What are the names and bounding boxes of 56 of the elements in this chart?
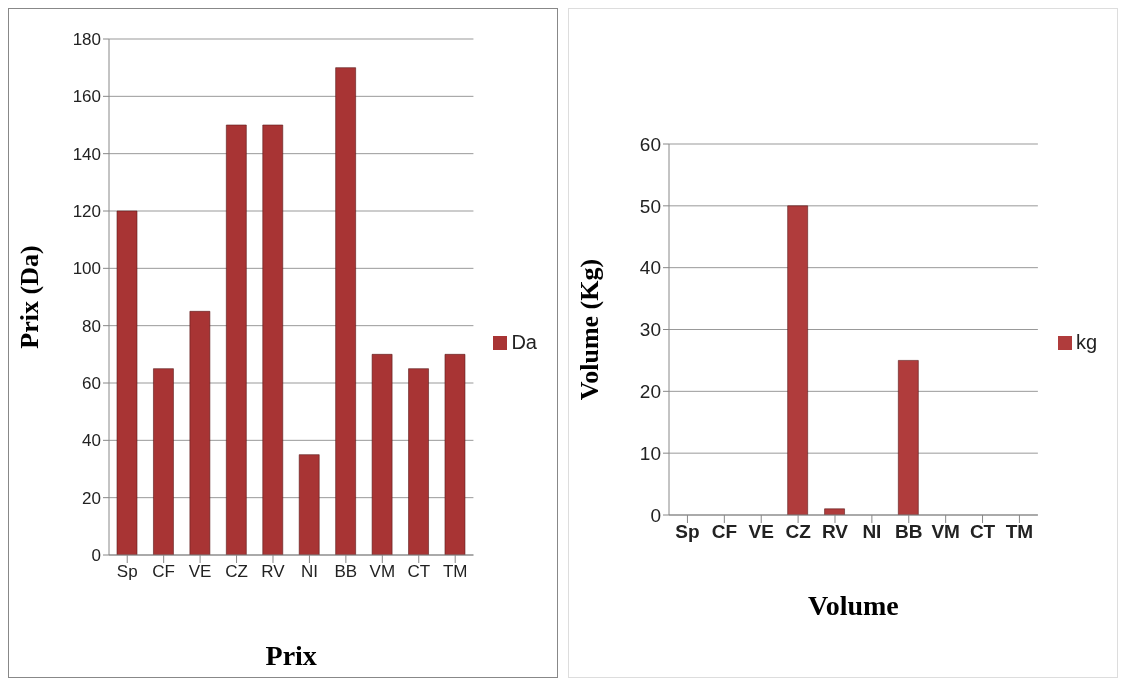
x-tick-label: RV bbox=[261, 562, 286, 582]
y-tick-label: 120 bbox=[72, 202, 101, 222]
y-tick-label: 30 bbox=[639, 319, 661, 341]
x-tick-label: CT bbox=[407, 562, 431, 582]
y-axis-title: Volume (Kg) bbox=[575, 258, 605, 401]
y-tick-label: 80 bbox=[82, 316, 101, 336]
y-tick-label: 20 bbox=[639, 381, 661, 403]
y-tick-label: 40 bbox=[639, 257, 661, 279]
bar bbox=[262, 124, 284, 555]
bar bbox=[153, 368, 174, 555]
bar bbox=[371, 354, 393, 555]
x-tick-label: Sp bbox=[116, 562, 138, 582]
x-tick-label: CZ bbox=[225, 562, 248, 582]
bar bbox=[898, 360, 919, 515]
bar bbox=[787, 205, 808, 515]
x-tick-label: TM bbox=[1005, 521, 1034, 543]
y-tick-label: 0 bbox=[91, 546, 101, 566]
y-tick-label: 180 bbox=[72, 30, 101, 50]
bar bbox=[444, 354, 466, 555]
x-tick-label: VE bbox=[748, 521, 774, 543]
x-tick-label: CZ bbox=[785, 521, 812, 543]
y-tick-label: 20 bbox=[82, 488, 101, 508]
x-tick-label: CF bbox=[711, 521, 737, 543]
y-tick-label: 160 bbox=[72, 87, 101, 107]
y-tick-label: 100 bbox=[72, 259, 101, 279]
x-tick-label: VM bbox=[369, 562, 396, 582]
bar bbox=[335, 67, 356, 555]
bar bbox=[189, 311, 211, 555]
x-tick-label: NI bbox=[862, 521, 882, 543]
y-tick-label: 40 bbox=[82, 431, 101, 451]
x-tick-label: CF bbox=[152, 562, 175, 582]
x-tick-label: CT bbox=[969, 521, 996, 543]
y-tick-label: 10 bbox=[639, 442, 661, 464]
x-tick-label: TM bbox=[442, 562, 468, 582]
x-tick-label: NI bbox=[300, 562, 318, 582]
bar bbox=[116, 210, 138, 555]
bar bbox=[408, 368, 429, 555]
x-tick-label: BB bbox=[895, 521, 923, 543]
x-tick-label: Sp bbox=[675, 521, 700, 543]
x-axis-title: Volume bbox=[808, 590, 899, 621]
y-tick-label: 140 bbox=[72, 144, 101, 164]
bar bbox=[226, 124, 247, 555]
x-axis-title: Prix bbox=[265, 640, 317, 671]
y-tick-label: 60 bbox=[639, 133, 661, 155]
y-axis-title: Prix (Da) bbox=[15, 245, 45, 349]
y-tick-label: 50 bbox=[639, 195, 661, 217]
x-tick-label: VM bbox=[931, 521, 960, 543]
bar bbox=[824, 508, 845, 515]
bar bbox=[298, 454, 320, 555]
x-tick-label: RV bbox=[821, 521, 849, 543]
legend-label: kg bbox=[1075, 330, 1097, 353]
legend-label: Da bbox=[511, 330, 537, 353]
x-tick-label: BB bbox=[334, 562, 358, 582]
y-tick-label: 0 bbox=[650, 504, 661, 526]
x-tick-label: VE bbox=[188, 562, 212, 582]
y-tick-label: 60 bbox=[82, 374, 101, 394]
